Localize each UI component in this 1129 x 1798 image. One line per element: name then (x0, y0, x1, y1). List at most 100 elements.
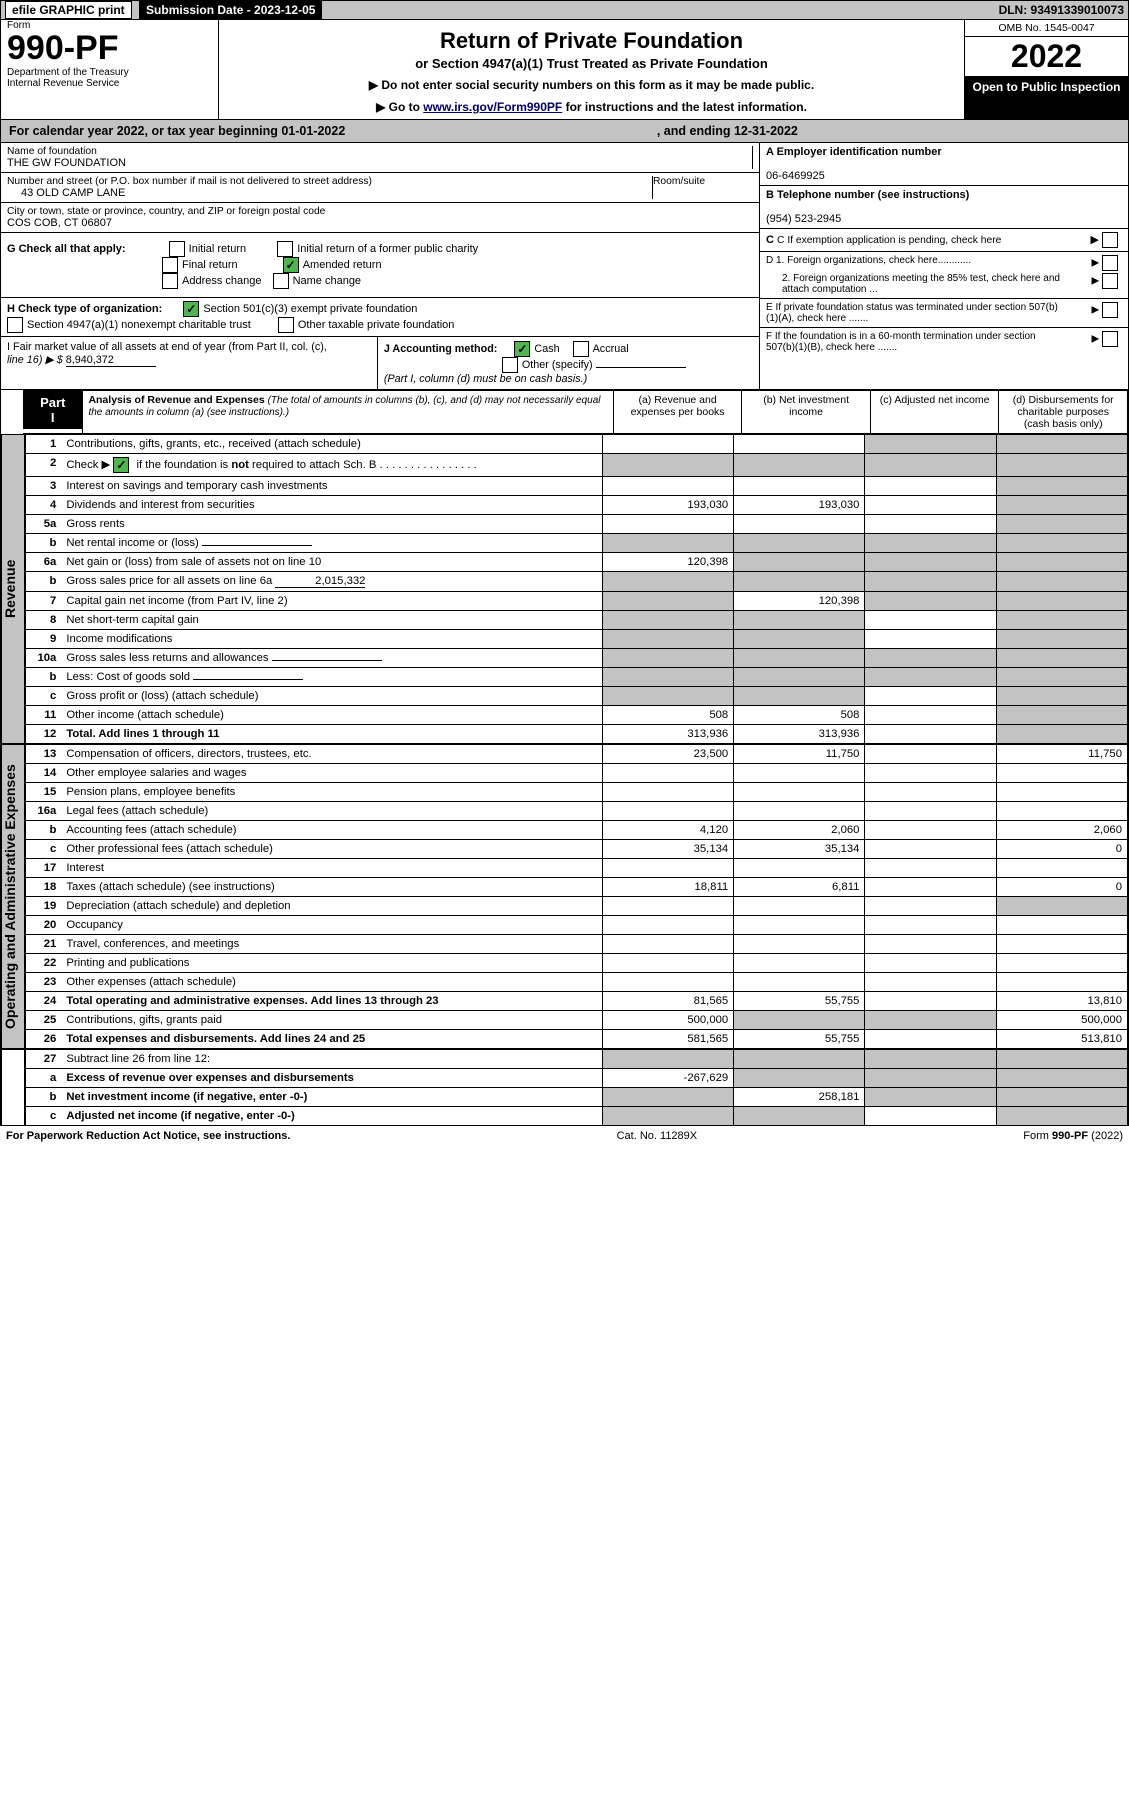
addr: 43 OLD CAMP LANE (7, 187, 652, 199)
l27-table: 27 Subtract line 26 from line 12: a Exce… (25, 1049, 1128, 1126)
table-row: 23 Other expenses (attach schedule) (26, 973, 1128, 992)
chk-4947[interactable] (7, 317, 23, 333)
irs: Internal Revenue Service (7, 78, 212, 89)
table-row: 10a Gross sales less returns and allowan… (26, 649, 1128, 668)
form-ref: Form 990-PF (2022) (1023, 1130, 1123, 1142)
h-lbl: H Check type of organization: (7, 303, 162, 315)
chk-addr-change[interactable] (162, 273, 178, 289)
dln: DLN: 93491339010073 (999, 3, 1124, 17)
table-row: 22 Printing and publications (26, 954, 1128, 973)
city: COS COB, CT 06807 (7, 217, 753, 229)
table-row: 11 Other income (attach schedule) 508508 (26, 706, 1128, 725)
line27-section: 27 Subtract line 26 from line 12: a Exce… (0, 1049, 1129, 1126)
chk-initial[interactable] (169, 241, 185, 257)
side-revenue: Revenue (1, 434, 25, 744)
form-header: Form 990-PF Department of the Treasury I… (0, 20, 1129, 120)
table-row: 15 Pension plans, employee benefits (26, 783, 1128, 802)
table-row: 21 Travel, conferences, and meetings (26, 935, 1128, 954)
col-c: (c) Adjusted net income (870, 391, 999, 434)
chk-d1[interactable] (1102, 255, 1118, 271)
chk-amended[interactable] (283, 257, 299, 273)
table-row: 8 Net short-term capital gain (26, 611, 1128, 630)
table-row: 18 Taxes (attach schedule) (see instruct… (26, 878, 1128, 897)
d2: 2. Foreign organizations meeting the 85%… (766, 273, 1062, 295)
table-row: 4 Dividends and interest from securities… (26, 496, 1128, 515)
form-number: 990-PF (7, 31, 212, 67)
calendar-year: For calendar year 2022, or tax year begi… (0, 120, 1129, 143)
table-row: b Net investment income (if negative, en… (26, 1088, 1128, 1107)
chk-other-method[interactable] (502, 357, 518, 373)
table-row: b Net rental income or (loss) (26, 534, 1128, 553)
table-row: b Less: Cost of goods sold (26, 668, 1128, 687)
table-row: 7 Capital gain net income (from Part IV,… (26, 592, 1128, 611)
table-row: c Other professional fees (attach schedu… (26, 840, 1128, 859)
c-lbl: C If exemption application is pending, c… (777, 235, 1001, 246)
chk-f[interactable] (1102, 331, 1118, 347)
ein: 06-6469925 (766, 170, 825, 182)
part1-tab: Part I (23, 391, 82, 429)
table-row: 27 Subtract line 26 from line 12: (26, 1050, 1128, 1069)
city-lbl: City or town, state or province, country… (7, 206, 753, 217)
table-row: b Accounting fees (attach schedule) 4,12… (26, 821, 1128, 840)
j-note: (Part I, column (d) must be on cash basi… (384, 373, 587, 385)
j-lbl: J Accounting method: (384, 343, 498, 355)
table-row: c Adjusted net income (if negative, ente… (26, 1107, 1128, 1126)
chk-other-taxable[interactable] (278, 317, 294, 333)
i-lbl: I Fair market value of all assets at end… (7, 341, 327, 353)
col-d: (d) Disbursements for charitable purpose… (999, 391, 1128, 434)
ein-lbl: A Employer identification number (766, 146, 942, 158)
irs-link[interactable]: www.irs.gov/Form990PF (423, 100, 562, 114)
chk-501c3[interactable] (183, 301, 199, 317)
paperwork: For Paperwork Reduction Act Notice, see … (6, 1130, 290, 1142)
g-lbl: G Check all that apply: (7, 243, 126, 255)
chk-e[interactable] (1102, 302, 1118, 318)
e-lbl: E If private foundation status was termi… (766, 302, 1066, 324)
tel-lbl: B Telephone number (see instructions) (766, 189, 969, 201)
revenue-table: 1 Contributions, gifts, grants, etc., re… (25, 434, 1128, 744)
main-title: Return of Private Foundation (229, 28, 954, 54)
top-bar: efile GRAPHIC print Submission Date - 20… (0, 0, 1129, 20)
chk-initial-public[interactable] (277, 241, 293, 257)
table-row: c Gross profit or (loss) (attach schedul… (26, 687, 1128, 706)
d1: D 1. Foreign organizations, check here..… (766, 255, 971, 271)
table-row: 16a Legal fees (attach schedule) (26, 802, 1128, 821)
efile-btn[interactable]: efile GRAPHIC print (5, 1, 132, 19)
f-lbl: F If the foundation is in a 60-month ter… (766, 331, 1066, 386)
room-lbl: Room/suite (653, 176, 753, 199)
table-row: 14 Other employee salaries and wages (26, 764, 1128, 783)
revenue-section: Revenue 1 Contributions, gifts, grants, … (0, 434, 1129, 744)
table-row: 3 Interest on savings and temporary cash… (26, 477, 1128, 496)
catno: Cat. No. 11289X (617, 1130, 698, 1142)
part1-title: Analysis of Revenue and Expenses (88, 394, 264, 406)
tax-year: 2022 (965, 37, 1128, 76)
foundation-name: THE GW FOUNDATION (7, 157, 752, 169)
open-to-public: Open to Public Inspection (965, 76, 1128, 119)
expense-section: Operating and Administrative Expenses 13… (0, 744, 1129, 1049)
chk-name-change[interactable] (273, 273, 289, 289)
chk-final[interactable] (162, 257, 178, 273)
table-row: 26 Total expenses and disbursements. Add… (26, 1030, 1128, 1049)
table-row: 9 Income modifications (26, 630, 1128, 649)
side-expenses: Operating and Administrative Expenses (1, 744, 25, 1049)
table-row: 20 Occupancy (26, 916, 1128, 935)
tel: (954) 523-2945 (766, 213, 841, 225)
table-row: b Gross sales price for all assets on li… (26, 572, 1128, 592)
col-b: (b) Net investment income (742, 391, 871, 434)
addr-lbl: Number and street (or P.O. box number if… (7, 176, 652, 187)
part1-header-row: Part I Analysis of Revenue and Expenses … (0, 390, 1129, 434)
expense-table: 13 Compensation of officers, directors, … (25, 744, 1128, 1049)
name-lbl: Name of foundation (7, 146, 752, 157)
table-row: 24 Total operating and administrative ex… (26, 992, 1128, 1011)
chk-d2[interactable] (1102, 273, 1118, 289)
info-section: Name of foundation THE GW FOUNDATION Num… (0, 143, 1129, 390)
table-row: 17 Interest (26, 859, 1128, 878)
chk-cash[interactable] (514, 341, 530, 357)
table-row: 1 Contributions, gifts, grants, etc., re… (26, 435, 1128, 454)
note2: ▶ Go to www.irs.gov/Form990PF for instru… (229, 99, 954, 115)
table-row: 5a Gross rents (26, 515, 1128, 534)
subdate: Submission Date - 2023-12-05 (139, 1, 322, 19)
table-row: 2 Check ▶ if the foundation is not requi… (26, 454, 1128, 477)
chk-c[interactable] (1102, 232, 1118, 248)
chk-accrual[interactable] (573, 341, 589, 357)
fmv: 8,940,372 (66, 354, 156, 367)
